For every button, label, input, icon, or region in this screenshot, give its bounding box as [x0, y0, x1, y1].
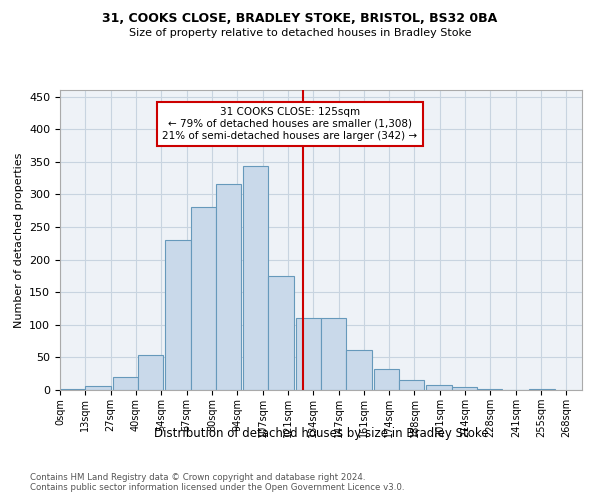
Text: Contains HM Land Registry data © Crown copyright and database right 2024.: Contains HM Land Registry data © Crown c…	[30, 472, 365, 482]
Y-axis label: Number of detached properties: Number of detached properties	[14, 152, 23, 328]
Bar	[243, 166, 268, 390]
Text: Size of property relative to detached houses in Bradley Stoke: Size of property relative to detached ho…	[129, 28, 471, 38]
Bar	[113, 377, 138, 390]
Bar	[268, 276, 294, 390]
Bar	[165, 240, 191, 390]
Bar	[296, 318, 321, 390]
Text: 31 COOKS CLOSE: 125sqm
← 79% of detached houses are smaller (1,308)
21% of semi-: 31 COOKS CLOSE: 125sqm ← 79% of detached…	[162, 108, 418, 140]
Bar	[477, 388, 502, 390]
Bar	[138, 355, 163, 390]
Bar	[85, 386, 110, 390]
Bar	[216, 184, 241, 390]
Text: Contains public sector information licensed under the Open Government Licence v3: Contains public sector information licen…	[30, 484, 404, 492]
Bar	[426, 385, 452, 390]
Bar	[399, 380, 424, 390]
Bar	[452, 388, 477, 390]
Bar	[321, 318, 346, 390]
Bar	[60, 388, 85, 390]
Bar	[529, 388, 555, 390]
Bar	[191, 208, 216, 390]
Text: 31, COOKS CLOSE, BRADLEY STOKE, BRISTOL, BS32 0BA: 31, COOKS CLOSE, BRADLEY STOKE, BRISTOL,…	[103, 12, 497, 26]
Bar	[346, 350, 371, 390]
Text: Distribution of detached houses by size in Bradley Stoke: Distribution of detached houses by size …	[154, 428, 488, 440]
Bar	[374, 369, 399, 390]
